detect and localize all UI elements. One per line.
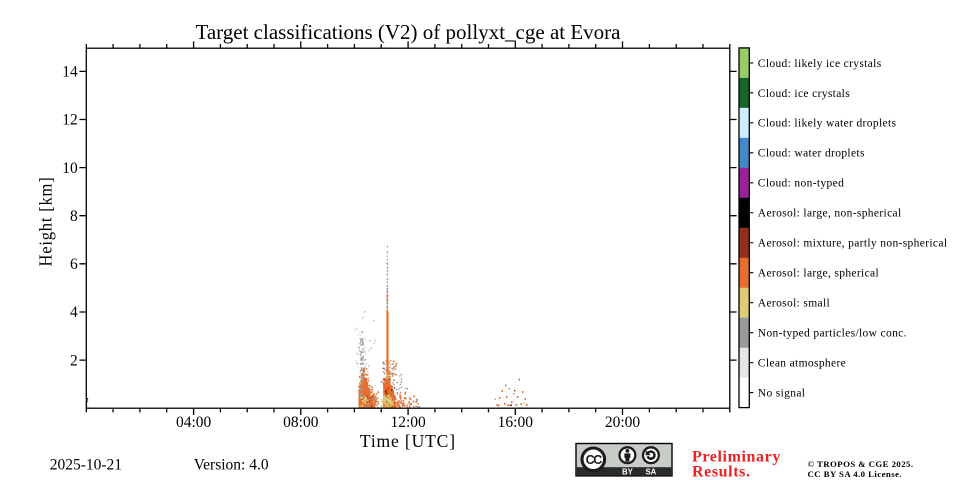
svg-text:12: 12 bbox=[62, 112, 78, 129]
svg-text:Version: 4.0: Version: 4.0 bbox=[194, 457, 269, 474]
svg-text:Cloud: likely ice crystals: Cloud: likely ice crystals bbox=[758, 58, 882, 70]
svg-text:Results.: Results. bbox=[692, 463, 751, 480]
svg-text:CC BY SA 4.0 License.: CC BY SA 4.0 License. bbox=[808, 469, 903, 479]
svg-text:Preliminary: Preliminary bbox=[692, 448, 781, 465]
svg-text:Cloud: water droplets: Cloud: water droplets bbox=[758, 148, 865, 160]
svg-text:CC: CC bbox=[586, 453, 603, 467]
svg-text:Height [km]: Height [km] bbox=[36, 177, 56, 267]
svg-text:BY: BY bbox=[622, 468, 634, 477]
svg-text:16:00: 16:00 bbox=[498, 414, 534, 431]
svg-text:Cloud: likely water droplets: Cloud: likely water droplets bbox=[758, 118, 897, 130]
svg-text:Non-typed particles/low conc.: Non-typed particles/low conc. bbox=[758, 328, 907, 340]
svg-text:6: 6 bbox=[70, 256, 78, 273]
svg-text:SA: SA bbox=[645, 468, 656, 477]
svg-text:Aerosol: large, non-spherical: Aerosol: large, non-spherical bbox=[758, 208, 902, 220]
svg-text:04:00: 04:00 bbox=[176, 414, 212, 431]
svg-text:4: 4 bbox=[70, 304, 78, 321]
svg-text:2: 2 bbox=[70, 352, 78, 369]
svg-text:Aerosol: small: Aerosol: small bbox=[758, 298, 830, 310]
svg-text:10: 10 bbox=[62, 160, 78, 177]
svg-text:No signal: No signal bbox=[758, 388, 806, 400]
svg-text:2025-10-21: 2025-10-21 bbox=[50, 457, 122, 474]
svg-text:20:00: 20:00 bbox=[605, 414, 641, 431]
svg-text:Clean atmosphere: Clean atmosphere bbox=[758, 358, 846, 370]
svg-text:08:00: 08:00 bbox=[283, 414, 319, 431]
svg-text:Cloud: non-typed: Cloud: non-typed bbox=[758, 178, 844, 190]
svg-text:© TROPOS & CGE 2025.: © TROPOS & CGE 2025. bbox=[808, 459, 914, 469]
svg-text:Aerosol: mixture, partly non-s: Aerosol: mixture, partly non-spherical bbox=[758, 238, 948, 250]
svg-text:Time [UTC]: Time [UTC] bbox=[360, 431, 456, 451]
svg-text:14: 14 bbox=[62, 64, 78, 81]
svg-text:12:00: 12:00 bbox=[390, 414, 426, 431]
svg-text:Cloud: ice crystals: Cloud: ice crystals bbox=[758, 88, 850, 100]
svg-text:Aerosol: large, spherical: Aerosol: large, spherical bbox=[758, 268, 879, 280]
svg-text:8: 8 bbox=[70, 208, 78, 225]
svg-text:Target classifications (V2) of: Target classifications (V2) of pollyxt_c… bbox=[195, 20, 621, 44]
